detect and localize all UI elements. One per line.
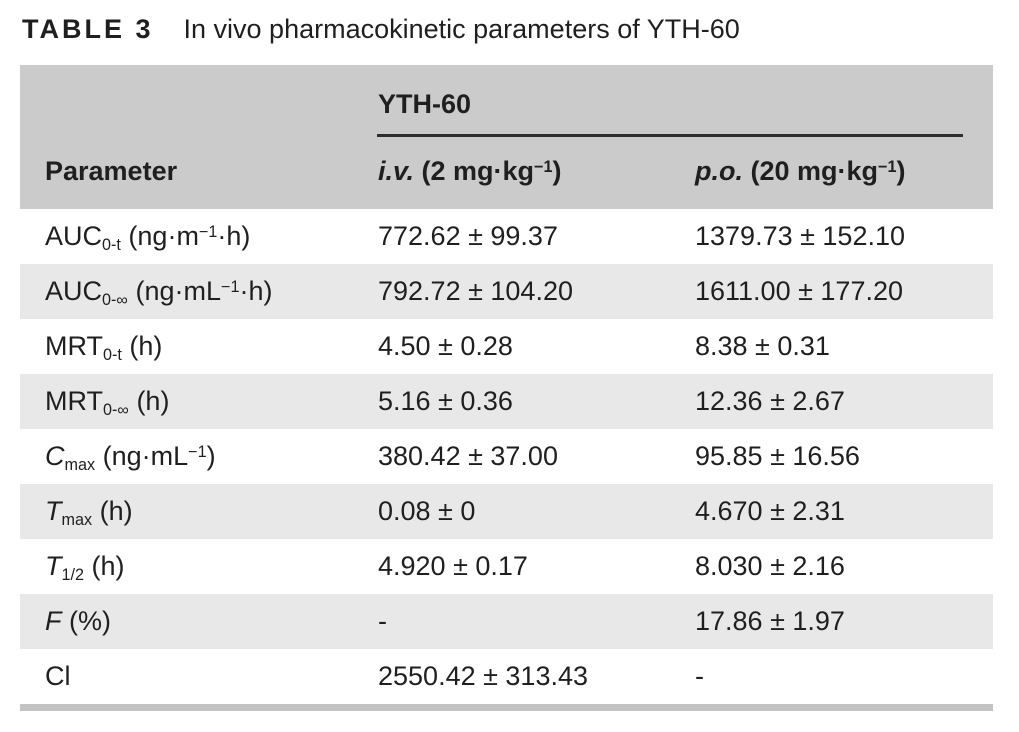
parameter-cell: AUC0-∞ (ng·mL−1·h) xyxy=(45,276,273,310)
iv-value-cell: 4.920 ± 0.17 xyxy=(378,551,528,581)
table-row: MRT0-∞ (h) 5.16 ± 0.36 12.36 ± 2.67 xyxy=(20,374,993,429)
table-caption: TABLE 3 In vivo pharmacokinetic parameter… xyxy=(22,12,740,46)
iv-value-cell: 0.08 ± 0 xyxy=(378,496,476,526)
parameter-cell: Cmax (ng·mL−1) xyxy=(45,441,216,475)
column-header-iv-dose: i.v. (2 mg·kg−1) xyxy=(378,156,562,186)
table-row: AUC0-∞ (ng·mL−1·h) 792.72 ± 104.20 1611.00… xyxy=(20,264,993,319)
group-header-yth60: YTH-60 xyxy=(378,89,472,119)
po-value-cell: 95.85 ± 16.56 xyxy=(695,441,860,471)
iv-value-cell: 5.16 ± 0.36 xyxy=(378,386,513,416)
parameter-cell: MRT0-∞ (h) xyxy=(45,386,170,420)
table-row: Tmax (h) 0.08 ± 0 4.670 ± 2.31 xyxy=(20,484,993,539)
po-value-cell: 17.86 ± 1.97 xyxy=(695,606,845,636)
po-value-cell: 8.38 ± 0.31 xyxy=(695,331,830,361)
po-value-cell: 12.36 ± 2.67 xyxy=(695,386,845,416)
table-row: Cl 2550.42 ± 313.43 - xyxy=(20,649,993,704)
parameter-cell: T1/2 (h) xyxy=(45,551,125,585)
iv-value-cell: 772.62 ± 99.37 xyxy=(378,221,558,251)
column-header-parameter: Parameter xyxy=(45,156,178,186)
iv-value-cell: 380.42 ± 37.00 xyxy=(378,441,558,471)
iv-value-cell: 792.72 ± 104.20 xyxy=(378,276,573,306)
table-row: T1/2 (h) 4.920 ± 0.17 8.030 ± 2.16 xyxy=(20,539,993,594)
parameter-cell: AUC0-t (ng·m−1·h) xyxy=(45,221,251,255)
po-value-cell: 1611.00 ± 177.20 xyxy=(695,276,903,306)
parameter-cell: MRT0-t (h) xyxy=(45,331,163,365)
table-number: TABLE 3 xyxy=(22,14,154,44)
parameter-cell: Tmax (h) xyxy=(45,496,133,530)
column-header-po-dose: p.o. (20 mg·kg−1) xyxy=(695,156,906,186)
table-row: Cmax (ng·mL−1) 380.42 ± 37.00 95.85 ± 16.5… xyxy=(20,429,993,484)
pharmacokinetics-table: YTH-60 Parameter i.v. (2 mg·kg−1) p.o. (… xyxy=(20,65,993,711)
iv-value-cell: 2550.42 ± 313.43 xyxy=(378,661,589,691)
parameter-cell: F (%) xyxy=(45,606,111,636)
table-header: YTH-60 Parameter i.v. (2 mg·kg−1) p.o. (… xyxy=(20,65,993,209)
po-value-cell: - xyxy=(695,661,704,691)
po-value-cell: 4.670 ± 2.31 xyxy=(695,496,845,526)
po-value-cell: 1379.73 ± 152.10 xyxy=(695,221,906,251)
table-row: AUC0-t (ng·m−1·h) 772.62 ± 99.37 1379.73 ±… xyxy=(20,209,993,264)
iv-value-cell: - xyxy=(378,606,387,636)
group-header-rule xyxy=(377,134,963,137)
table-row: F (%) - 17.86 ± 1.97 xyxy=(20,594,993,649)
table-title-text: In vivo pharmacokinetic parameters of YT… xyxy=(183,14,740,44)
table-row: MRT0-t (h) 4.50 ± 0.28 8.38 ± 0.31 xyxy=(20,319,993,374)
iv-value-cell: 4.50 ± 0.28 xyxy=(378,331,513,361)
parameter-cell: Cl xyxy=(45,661,71,691)
table-bottom-rule xyxy=(20,704,993,711)
table-body: AUC0-t (ng·m−1·h) 772.62 ± 99.37 1379.73 ±… xyxy=(20,209,993,704)
po-value-cell: 8.030 ± 2.16 xyxy=(695,551,845,581)
